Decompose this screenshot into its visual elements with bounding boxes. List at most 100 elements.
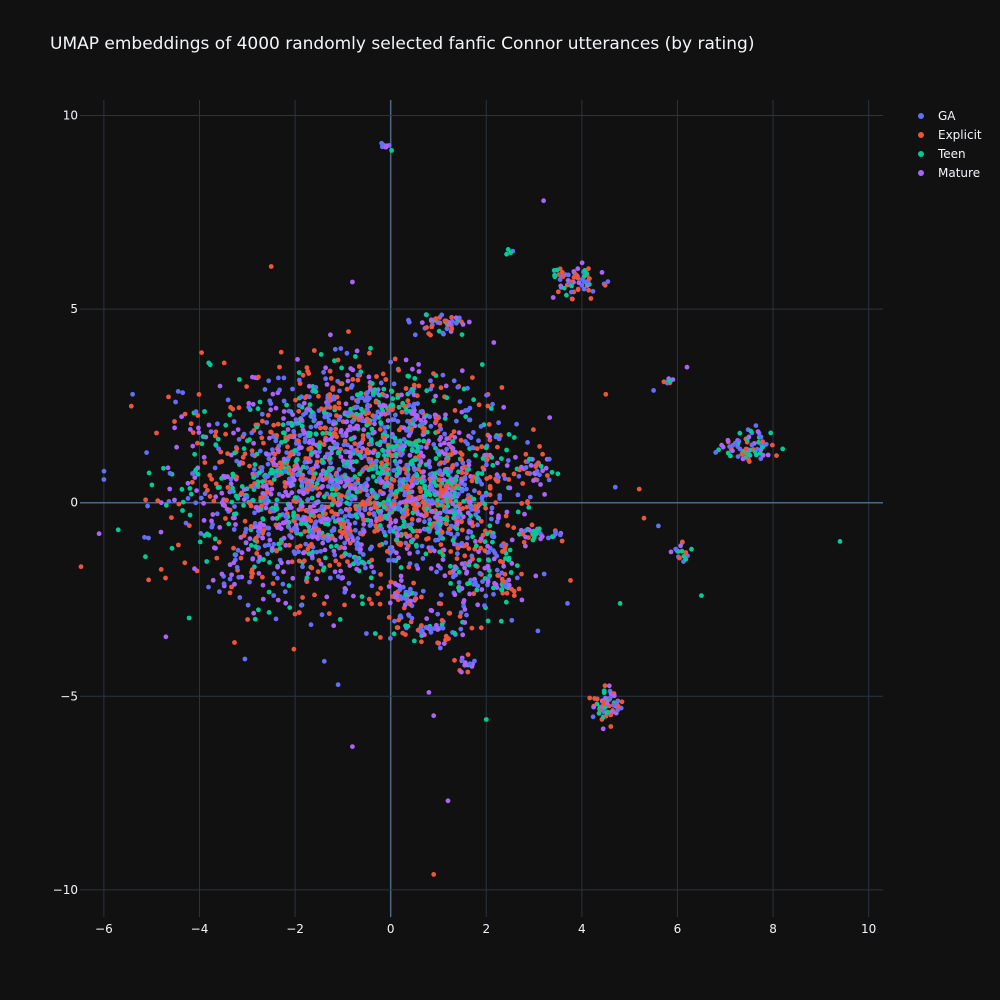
scatter-point bbox=[315, 493, 321, 498]
scatter-point bbox=[287, 533, 292, 538]
scatter-point bbox=[435, 640, 440, 646]
legend-item-ga[interactable]: GA bbox=[914, 106, 982, 125]
scatter-point bbox=[338, 428, 344, 433]
scatter-point bbox=[531, 478, 536, 483]
scatter-point bbox=[173, 399, 179, 405]
scatter-point bbox=[476, 438, 481, 444]
scatter-point bbox=[403, 406, 409, 412]
scatter-point bbox=[323, 470, 329, 476]
scatter-point bbox=[392, 356, 398, 362]
scatter-point bbox=[465, 652, 471, 657]
legend-item-explicit[interactable]: Explicit bbox=[914, 125, 982, 144]
scatter-point bbox=[210, 577, 216, 583]
scatter-point bbox=[699, 593, 704, 598]
scatter-point bbox=[541, 198, 546, 204]
scatter-point bbox=[328, 460, 333, 466]
scatter-point bbox=[365, 390, 370, 395]
scatter-point bbox=[360, 552, 366, 557]
scatter-point bbox=[412, 332, 418, 338]
scatter-point bbox=[406, 613, 412, 618]
scatter-point bbox=[413, 478, 419, 484]
scatter-point bbox=[296, 403, 302, 408]
x-tick-label: −2 bbox=[286, 922, 304, 936]
scatter-point bbox=[294, 544, 300, 550]
scatter-point bbox=[322, 547, 328, 553]
scatter-point bbox=[452, 564, 458, 569]
legend-item-teen[interactable]: Teen bbox=[914, 144, 982, 163]
scatter-point bbox=[566, 272, 571, 278]
scatter-point bbox=[468, 435, 474, 441]
scatter-point bbox=[490, 401, 495, 407]
scatter-point bbox=[316, 421, 321, 426]
scatter-point bbox=[502, 571, 508, 577]
scatter-point bbox=[336, 449, 341, 455]
scatter-point bbox=[467, 520, 473, 526]
scatter-point bbox=[299, 503, 305, 509]
scatter-point bbox=[307, 402, 313, 407]
scatter-point bbox=[426, 438, 432, 444]
scatter-point bbox=[344, 500, 350, 506]
scatter-point bbox=[450, 501, 455, 507]
scatter-point bbox=[441, 477, 447, 483]
scatter-point bbox=[260, 418, 265, 424]
scatter-point bbox=[505, 458, 511, 463]
scatter-point bbox=[229, 572, 235, 578]
scatter-point bbox=[271, 593, 277, 598]
scatter-point bbox=[404, 534, 410, 539]
scatter-point bbox=[343, 507, 349, 512]
scatter-point bbox=[419, 594, 424, 600]
scatter-point bbox=[298, 531, 304, 537]
scatter-point bbox=[588, 296, 594, 301]
scatter-point bbox=[478, 545, 484, 551]
scatter-point bbox=[760, 444, 765, 450]
scatter-point bbox=[540, 451, 545, 457]
scatter-point bbox=[316, 477, 322, 483]
scatter-point bbox=[387, 529, 393, 534]
legend-item-mature[interactable]: Mature bbox=[914, 163, 982, 182]
scatter-point bbox=[345, 518, 350, 524]
scatter-point bbox=[768, 430, 774, 436]
scatter-point bbox=[192, 451, 198, 457]
scatter-point bbox=[496, 513, 501, 519]
scatter-point bbox=[549, 469, 555, 475]
scatter-point bbox=[689, 546, 694, 552]
scatter-point bbox=[336, 492, 342, 498]
scatter-point bbox=[377, 392, 382, 398]
scatter-point bbox=[101, 477, 107, 482]
scatter-point bbox=[398, 565, 404, 570]
scatter-point bbox=[382, 513, 388, 519]
scatter-point bbox=[753, 423, 759, 428]
scatter-point bbox=[424, 325, 429, 330]
scatter-point bbox=[270, 516, 276, 521]
scatter-point bbox=[366, 511, 372, 516]
scatter-point bbox=[448, 563, 453, 569]
scatter-point bbox=[321, 601, 327, 606]
scatter-point bbox=[305, 487, 311, 492]
scatter-point bbox=[386, 615, 392, 620]
scatter-point bbox=[377, 502, 383, 507]
scatter-point bbox=[519, 571, 524, 577]
scatter-point bbox=[281, 398, 287, 404]
scatter-point bbox=[316, 529, 322, 535]
scatter-point bbox=[261, 557, 266, 562]
scatter-point bbox=[401, 425, 407, 431]
scatter-point bbox=[444, 446, 449, 452]
scatter-point bbox=[283, 435, 289, 440]
scatter-point bbox=[459, 669, 464, 675]
scatter-point bbox=[545, 473, 550, 478]
scatter-point bbox=[333, 442, 338, 447]
scatter-point bbox=[439, 529, 445, 535]
scatter-point bbox=[491, 534, 497, 540]
scatter-point bbox=[321, 565, 327, 571]
scatter-point bbox=[337, 520, 343, 526]
scatter-point bbox=[359, 395, 365, 400]
scatter-point bbox=[479, 587, 485, 592]
scatter-point bbox=[212, 536, 218, 542]
scatter-point bbox=[271, 460, 276, 466]
scatter-point bbox=[302, 529, 308, 534]
scatter-point bbox=[459, 527, 465, 533]
scatter-point bbox=[504, 590, 510, 596]
scatter-point bbox=[433, 393, 438, 399]
scatter-point bbox=[262, 387, 268, 392]
